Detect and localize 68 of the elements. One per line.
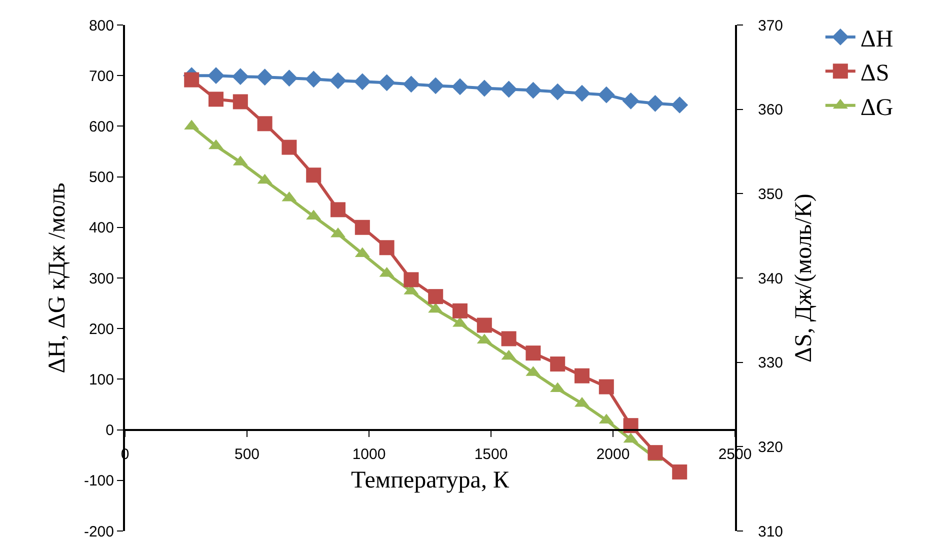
point bbox=[282, 140, 297, 155]
x-tick-label: 1500 bbox=[474, 446, 508, 463]
x-tick-label: 2000 bbox=[596, 446, 630, 463]
point bbox=[306, 168, 322, 183]
point bbox=[184, 72, 200, 88]
y2-tick-label: 330 bbox=[758, 354, 784, 372]
point bbox=[378, 74, 396, 92]
y2-tick-label: 320 bbox=[758, 438, 784, 456]
point bbox=[500, 80, 518, 98]
point bbox=[476, 80, 493, 97]
y-tick-label: 200 bbox=[88, 320, 114, 338]
point bbox=[574, 368, 590, 384]
y-tick-label: -100 bbox=[84, 472, 114, 490]
point bbox=[256, 68, 274, 86]
point bbox=[526, 346, 541, 361]
y-tick-label: -200 bbox=[84, 523, 114, 540]
legend-label: ΔH bbox=[860, 26, 894, 52]
point bbox=[452, 78, 468, 96]
point bbox=[330, 202, 346, 218]
y2-tick-label: 370 bbox=[758, 17, 784, 34]
point bbox=[672, 464, 688, 480]
point bbox=[232, 94, 248, 110]
point bbox=[671, 96, 688, 114]
point bbox=[598, 86, 615, 104]
point bbox=[646, 94, 664, 112]
y2-axis-title: ΔS, Дж/(моль/К) bbox=[790, 194, 817, 362]
y-tick-label: 500 bbox=[88, 169, 114, 186]
y2-tick-label: 340 bbox=[758, 270, 784, 288]
point bbox=[574, 84, 590, 102]
y2-tick-label: 310 bbox=[758, 523, 784, 540]
point bbox=[280, 70, 298, 87]
legend-label: ΔG bbox=[860, 94, 894, 121]
y2-tick-label: 360 bbox=[758, 102, 784, 119]
point bbox=[428, 289, 444, 304]
point bbox=[232, 68, 249, 86]
point bbox=[427, 77, 444, 94]
y-tick-label: 800 bbox=[88, 17, 114, 34]
point bbox=[330, 72, 346, 90]
point bbox=[379, 240, 394, 256]
point bbox=[305, 70, 322, 88]
point bbox=[550, 356, 566, 372]
y-tick-label: 700 bbox=[88, 68, 114, 85]
point bbox=[452, 303, 468, 318]
y-tick-label: 300 bbox=[88, 270, 114, 288]
point bbox=[622, 92, 640, 110]
point bbox=[524, 82, 542, 99]
point bbox=[648, 445, 663, 460]
x-tick-label: 500 bbox=[234, 446, 260, 463]
point bbox=[208, 92, 224, 107]
point bbox=[354, 220, 370, 235]
point bbox=[404, 272, 419, 288]
point bbox=[476, 318, 492, 333]
point bbox=[354, 73, 371, 90]
legend-label: ΔS bbox=[860, 60, 890, 87]
x-tick-label: 1000 bbox=[352, 446, 386, 463]
y-tick-label: 100 bbox=[88, 371, 114, 388]
y2-tick-label: 350 bbox=[758, 186, 784, 203]
x-axis-title: Температура, К bbox=[351, 468, 510, 494]
y-tick-label: 600 bbox=[88, 118, 114, 136]
point bbox=[402, 76, 420, 93]
point bbox=[549, 83, 566, 100]
y-axis-title: ΔH, ΔG кДж /моль bbox=[44, 182, 71, 374]
y-tick-label: 0 bbox=[106, 422, 114, 440]
point bbox=[257, 116, 272, 132]
point bbox=[208, 67, 224, 84]
point bbox=[598, 379, 614, 394]
y-tick-label: 400 bbox=[88, 220, 114, 237]
point bbox=[501, 331, 516, 346]
